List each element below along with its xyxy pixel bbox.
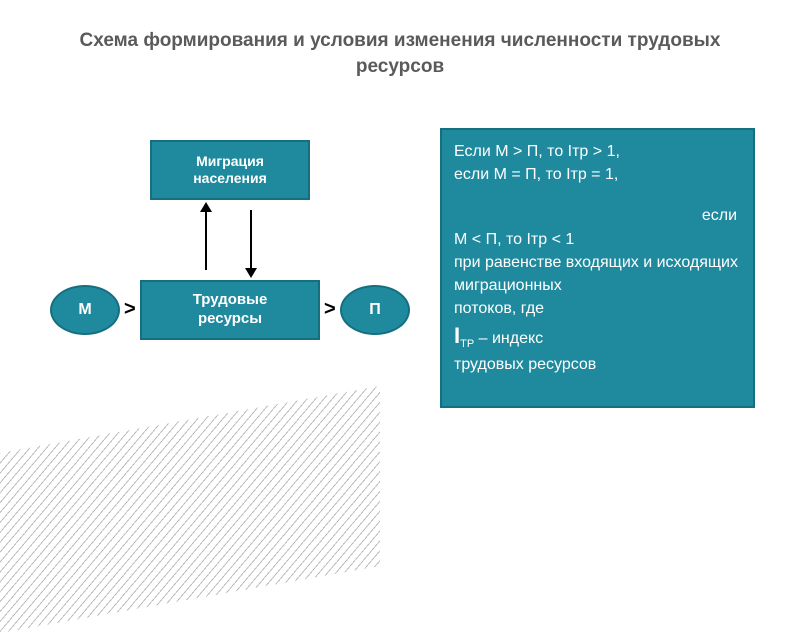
arrow-down-head	[245, 268, 257, 278]
node-m-label: М	[78, 301, 91, 319]
node-migration: Миграция населения	[150, 140, 310, 200]
cond-line5: при равенстве входящих и исходящих мигра…	[454, 251, 741, 297]
conditions-panel: Если М > П, то Iтр > 1, если М = П, то I…	[440, 128, 755, 408]
node-labor-resources-label: Трудовые ресурсы	[193, 291, 268, 329]
page-title: Схема формирования и условия изменения ч…	[60, 28, 740, 79]
cond-line2: если М = П, то Iтр = 1,	[454, 163, 741, 186]
arrow-up-head	[200, 202, 212, 212]
index-subscript: ТР	[460, 339, 474, 351]
arrow-down-shaft	[250, 210, 252, 270]
decorative-hatch	[0, 386, 380, 640]
cond-line3: если	[454, 204, 741, 227]
flow-diagram: Миграция населения Трудовые ресурсы М П …	[30, 130, 430, 410]
node-p-label: П	[369, 301, 381, 319]
arrow-left-to-center: >	[124, 298, 136, 321]
arrow-center-to-right: >	[324, 298, 336, 321]
cond-line7: IТР – индекс	[454, 320, 741, 353]
arrow-up-shaft	[205, 210, 207, 270]
cond-line1: Если М > П, то Iтр > 1,	[454, 140, 741, 163]
node-labor-resources: Трудовые ресурсы	[140, 280, 320, 340]
cond-line6: потоков, где	[454, 297, 741, 320]
cond-line8: трудовых ресурсов	[454, 353, 741, 376]
node-m: М	[50, 285, 120, 335]
node-p: П	[340, 285, 410, 335]
node-migration-label: Миграция населения	[193, 153, 267, 188]
cond-line4: М < П, то Iтр < 1	[454, 228, 741, 251]
index-tail: – индекс	[474, 330, 543, 347]
